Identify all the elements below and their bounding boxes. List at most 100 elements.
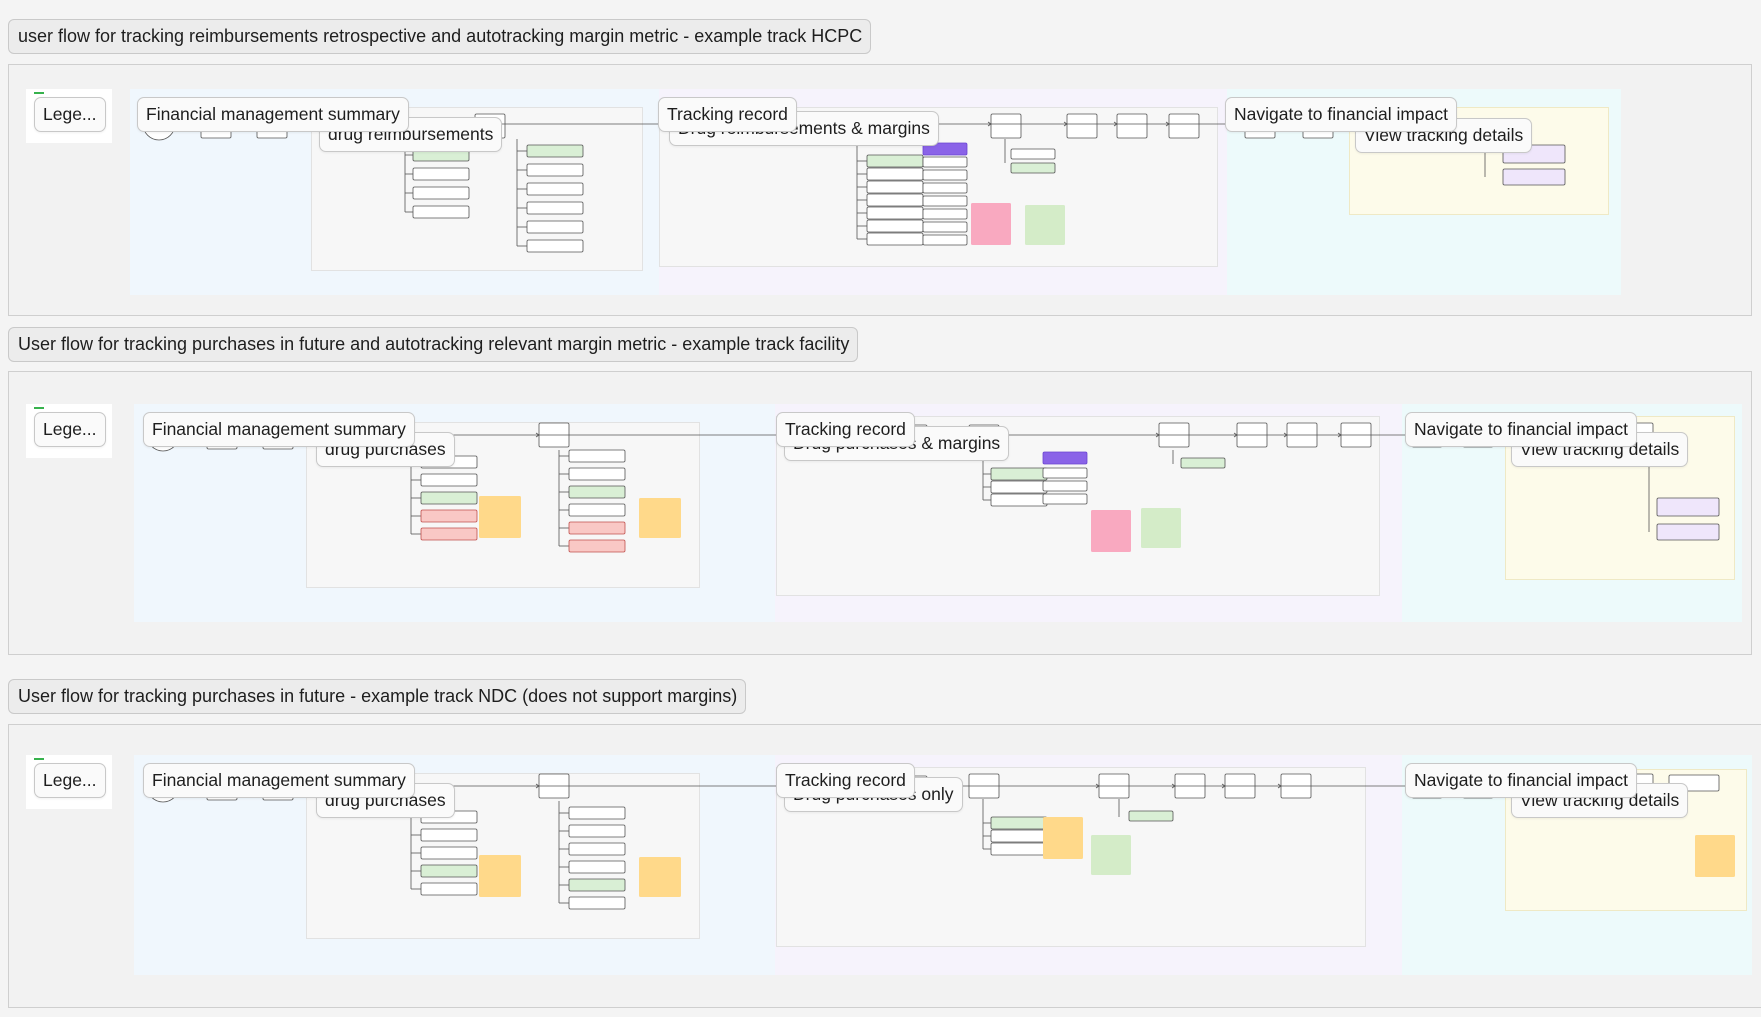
sticky-note bbox=[639, 498, 681, 538]
flow-2-legend[interactable]: Lege... bbox=[26, 404, 112, 458]
margin-col2-node bbox=[922, 208, 968, 220]
margin-col2-node bbox=[922, 169, 968, 181]
arrowhead-icon bbox=[535, 432, 540, 438]
branch-node bbox=[1180, 457, 1226, 469]
arrowhead-icon bbox=[1171, 783, 1176, 789]
purch-col2-node bbox=[568, 878, 626, 892]
record-col1-node bbox=[990, 829, 1048, 843]
flow-2-frame: Lege... drug purchases Financial managem… bbox=[8, 371, 1752, 655]
step-node bbox=[1066, 113, 1098, 139]
margin-col1-node bbox=[866, 154, 924, 168]
purch-col2-node bbox=[568, 842, 626, 856]
sticky-note bbox=[1025, 205, 1065, 245]
purch-col2-node bbox=[568, 860, 626, 874]
margin-col2-node bbox=[922, 195, 968, 207]
reimb-col2-node bbox=[526, 144, 584, 158]
margin-col2-node bbox=[1042, 480, 1088, 492]
purch-col1-node bbox=[420, 473, 478, 487]
flow-3-summary-label[interactable]: Financial management summary bbox=[143, 763, 415, 798]
flow-1-impact-label[interactable]: Navigate to financial impact bbox=[1225, 97, 1457, 132]
arrowhead-icon bbox=[1095, 783, 1100, 789]
arrowhead-icon bbox=[1233, 432, 1238, 438]
reimb-col1-node bbox=[412, 186, 470, 200]
purch-col2-node bbox=[568, 467, 626, 481]
sticky-note bbox=[1043, 817, 1083, 859]
flow-3-frame: Lege... drug purchases Financial managem… bbox=[8, 724, 1761, 1008]
reimb-col2-node bbox=[526, 220, 584, 234]
branch-node bbox=[1128, 810, 1174, 822]
impact-node bbox=[1656, 523, 1720, 541]
arrowhead-icon bbox=[1165, 121, 1170, 127]
flow-2-legend-label: Lege... bbox=[34, 412, 106, 447]
margin-col1-node bbox=[866, 219, 924, 233]
flow-3-title: User flow for tracking purchases in futu… bbox=[8, 679, 747, 714]
flow-3-legend-label: Lege... bbox=[34, 763, 106, 798]
margin-col1-node bbox=[866, 167, 924, 181]
impact-node bbox=[1502, 168, 1566, 186]
margin-col1-node bbox=[866, 232, 924, 246]
flow-2-summary-label[interactable]: Financial management summary bbox=[143, 412, 415, 447]
purch-col1-node bbox=[420, 882, 478, 896]
purch-col1-node bbox=[420, 491, 478, 505]
purch-col2-node bbox=[568, 503, 626, 517]
arrowhead-icon bbox=[1155, 432, 1160, 438]
record-col1-node bbox=[990, 816, 1048, 830]
flow-3-legend[interactable]: Lege... bbox=[26, 755, 112, 809]
impact-node bbox=[1656, 497, 1720, 517]
purch-col2-node bbox=[568, 806, 626, 820]
arrowhead-icon bbox=[1283, 432, 1288, 438]
purch-col2-node bbox=[568, 449, 626, 463]
flow-2-title: User flow for tracking purchases in futu… bbox=[8, 327, 859, 362]
sticky-note bbox=[1091, 835, 1131, 875]
flow-2-record-label[interactable]: Tracking record bbox=[776, 412, 915, 447]
purch-col1-node bbox=[420, 864, 478, 878]
step-node bbox=[1168, 113, 1200, 139]
arrowhead-icon bbox=[987, 121, 992, 127]
sticky-note bbox=[479, 855, 521, 897]
margin-col1-node bbox=[990, 480, 1048, 494]
purch-col2-node bbox=[568, 521, 626, 535]
purch-col1-node bbox=[420, 828, 478, 842]
reimb-col2-node bbox=[526, 239, 584, 253]
branch-node bbox=[1010, 162, 1056, 174]
step-node bbox=[1116, 113, 1148, 139]
highlight-node bbox=[1042, 451, 1088, 465]
margin-col1-node bbox=[866, 206, 924, 220]
margin-col1-node bbox=[866, 180, 924, 194]
margin-col1-node bbox=[990, 493, 1048, 507]
flow-1-frame: Lege... drug reimbursements Financial ma… bbox=[8, 64, 1752, 316]
legend-marker-icon bbox=[34, 758, 44, 760]
flow-1-record-label[interactable]: Tracking record bbox=[658, 97, 797, 132]
reimb-col1-node bbox=[412, 167, 470, 181]
margin-col2-node bbox=[922, 156, 968, 168]
arrowhead-icon bbox=[1113, 121, 1118, 127]
purch-col2-node bbox=[568, 485, 626, 499]
legend-marker-icon bbox=[34, 407, 44, 409]
purch-col1-node bbox=[420, 527, 478, 541]
purch-col1-node bbox=[420, 846, 478, 860]
margin-col2-node bbox=[922, 182, 968, 194]
flow-1-title: user flow for tracking reimbursements re… bbox=[8, 19, 872, 54]
flow-3-impact-label[interactable]: Navigate to financial impact bbox=[1405, 763, 1637, 798]
sticky-note bbox=[1695, 835, 1735, 877]
step-node bbox=[990, 113, 1022, 139]
sticky-note bbox=[479, 496, 521, 538]
sticky-note bbox=[1091, 510, 1131, 552]
arrowhead-icon bbox=[1063, 121, 1068, 127]
sticky-note bbox=[971, 203, 1011, 245]
flow-1-summary-label[interactable]: Financial management summary bbox=[137, 97, 409, 132]
purch-col2-node bbox=[568, 539, 626, 553]
record-col1-node bbox=[990, 842, 1048, 856]
legend-marker-icon bbox=[34, 92, 44, 94]
margin-col1-node bbox=[990, 467, 1048, 481]
purch-col2-node bbox=[568, 824, 626, 838]
reimb-col2-node bbox=[526, 163, 584, 177]
flow-2-impact-label[interactable]: Navigate to financial impact bbox=[1405, 412, 1637, 447]
highlight-node bbox=[922, 142, 968, 156]
margin-col2-node bbox=[922, 221, 968, 233]
reimb-col1-node bbox=[412, 205, 470, 219]
reimb-col2-node bbox=[526, 201, 584, 215]
flow-3-record-label[interactable]: Tracking record bbox=[776, 763, 915, 798]
purch-col2-node bbox=[568, 896, 626, 910]
flow-1-legend[interactable]: Lege... bbox=[26, 89, 112, 143]
